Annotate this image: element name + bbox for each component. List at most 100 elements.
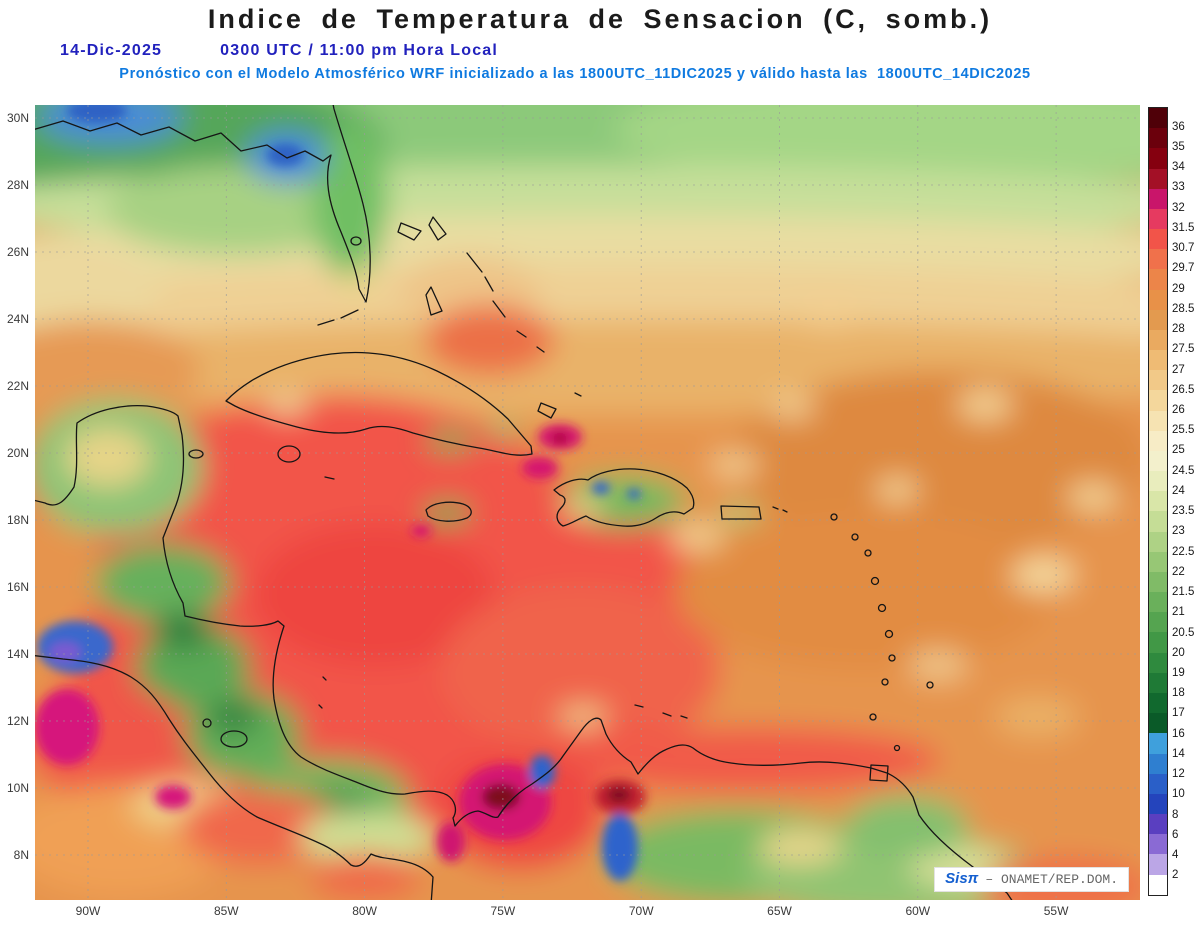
lon-label: 90W bbox=[75, 904, 101, 918]
colorbar-cell bbox=[1149, 571, 1167, 593]
colorbar-cell bbox=[1149, 208, 1167, 230]
cayman-islands bbox=[324, 476, 335, 480]
colorbar-cell bbox=[1149, 289, 1167, 310]
colorbar-cell bbox=[1149, 309, 1167, 330]
lon-label: 75W bbox=[490, 904, 516, 918]
lat-label: 26N bbox=[6, 245, 29, 259]
lat-label: 28N bbox=[6, 178, 29, 192]
colorbar-cell bbox=[1149, 229, 1167, 250]
colorbar-label: 34 bbox=[1172, 161, 1185, 174]
model-info-line: Pronóstico con el Modelo Atmosférico WRF… bbox=[119, 66, 1031, 82]
colorbar-label: 31.5 bbox=[1172, 221, 1195, 234]
colorbar-label: 2 bbox=[1172, 869, 1179, 882]
colorbar-label: 28.5 bbox=[1172, 302, 1195, 315]
colorbar-label: 18 bbox=[1172, 687, 1185, 700]
colorbar-cell bbox=[1149, 692, 1167, 714]
lat-label: 20N bbox=[6, 446, 29, 460]
colorbar-label: 27 bbox=[1172, 363, 1185, 376]
map-svg bbox=[35, 105, 1140, 900]
lat-label: 16N bbox=[6, 580, 29, 594]
pacific-coast bbox=[35, 655, 434, 900]
colorbar-label: 35 bbox=[1172, 140, 1185, 153]
latitude-axis: 30N 28N 26N 24N 22N 20N 18N 16N 14N 12N 10N 8N bbox=[0, 105, 31, 900]
watermark: Sisπ – ONAMET/REP.DOM. bbox=[935, 868, 1128, 891]
jamaica-coast bbox=[425, 501, 472, 522]
colorbar-label: 8 bbox=[1172, 808, 1179, 821]
colorbar-cell bbox=[1149, 854, 1167, 875]
colorbar-label: 21.5 bbox=[1172, 586, 1195, 599]
colorbar-cell bbox=[1149, 430, 1167, 451]
hot-cold-spots bbox=[35, 105, 646, 881]
watermark-logo: Sisπ bbox=[945, 870, 979, 887]
colorbar-cell bbox=[1149, 450, 1167, 472]
abc-islands bbox=[634, 704, 688, 719]
colorbar-cell bbox=[1149, 632, 1167, 653]
colorbar-legend bbox=[1148, 107, 1168, 896]
colorbar-label: 25.5 bbox=[1172, 424, 1195, 437]
colorbar-cell bbox=[1149, 814, 1167, 835]
colorbar-label: 6 bbox=[1172, 828, 1179, 841]
florida-keys bbox=[317, 309, 359, 326]
lon-label: 65W bbox=[767, 904, 792, 918]
colorbar-cell bbox=[1149, 672, 1167, 693]
colorbar-labels: 36 35 34 33 32 31.5 30.7 29.7 29 28.5 28 27.5 27 26.5… bbox=[1172, 107, 1200, 896]
colorbar-label: 19 bbox=[1172, 666, 1185, 679]
colorbar-label: 12 bbox=[1172, 768, 1185, 781]
lat-label: 22N bbox=[6, 379, 29, 393]
lat-label: 18N bbox=[6, 513, 29, 527]
isla-juventud bbox=[277, 445, 301, 463]
forecast-date: 14-Dic-2025 bbox=[60, 42, 163, 59]
lon-label: 60W bbox=[905, 904, 931, 918]
colorbar-cell bbox=[1149, 753, 1167, 774]
lat-label: 8N bbox=[13, 848, 29, 862]
colorbar-cell bbox=[1149, 612, 1167, 633]
coastlines bbox=[35, 105, 1013, 900]
colorbar-label: 27.5 bbox=[1172, 343, 1195, 356]
lat-label: 10N bbox=[6, 781, 29, 795]
colorbar-label: 36 bbox=[1172, 120, 1185, 133]
lesser-antilles bbox=[830, 513, 934, 752]
colorbar-cell bbox=[1149, 269, 1167, 290]
colorbar-label: 28 bbox=[1172, 323, 1185, 336]
map-canvas: Sisπ – ONAMET/REP.DOM. bbox=[35, 105, 1140, 900]
colorbar-label: 24 bbox=[1172, 484, 1185, 497]
lat-label: 12N bbox=[6, 714, 29, 728]
san-andres-providencia bbox=[318, 676, 327, 709]
colorbar-label: 20.5 bbox=[1172, 626, 1195, 639]
lon-label: 55W bbox=[1043, 904, 1069, 918]
page-title: Indice de Temperatura de Sensacion (C, s… bbox=[207, 4, 993, 34]
colorbar-label: 23 bbox=[1172, 525, 1185, 538]
colorbar-cell bbox=[1149, 491, 1167, 512]
virgin-islands bbox=[772, 506, 788, 513]
hispaniola-coast bbox=[553, 468, 695, 527]
colorbar-cell bbox=[1149, 834, 1167, 855]
colorbar-label: 24.5 bbox=[1172, 464, 1195, 477]
colorbar-label: 17 bbox=[1172, 707, 1185, 720]
forecast-time: 0300 UTC / 11:00 pm Hora Local bbox=[220, 42, 499, 59]
us-gulf-florida-coast bbox=[35, 105, 371, 303]
bahamas-islands bbox=[397, 216, 582, 419]
colorbar-label: 22 bbox=[1172, 565, 1185, 578]
colorbar-cell bbox=[1149, 471, 1167, 492]
cuba-coast bbox=[225, 351, 533, 456]
mainland-caribbean-coast bbox=[35, 404, 1013, 900]
lat-label: 14N bbox=[6, 647, 29, 661]
puerto-rico-coast bbox=[720, 505, 762, 520]
colorbar-label: 29.7 bbox=[1172, 262, 1195, 275]
colorbar-label: 33 bbox=[1172, 181, 1185, 194]
colorbar-cell bbox=[1149, 773, 1167, 794]
colorbar-cell bbox=[1149, 128, 1167, 149]
colorbar-label: 4 bbox=[1172, 849, 1179, 862]
valid-time-line: 14-Dic-2025 0300 UTC / 11:00 pm Hora Loc… bbox=[60, 42, 498, 60]
colorbar-cell bbox=[1149, 874, 1167, 895]
colorbar-label: 16 bbox=[1172, 727, 1185, 740]
colorbar-cell bbox=[1149, 410, 1167, 431]
colorbar-cell bbox=[1149, 713, 1167, 734]
colorbar-label: 23.5 bbox=[1172, 505, 1195, 518]
trinidad-coast bbox=[869, 764, 889, 782]
lon-label: 85W bbox=[213, 904, 239, 918]
lat-label: 30N bbox=[6, 111, 29, 125]
longitude-axis: 90W 85W 80W 75W 70W 65W 60W 55W bbox=[35, 904, 1140, 922]
colorbar-label: 26.5 bbox=[1172, 383, 1195, 396]
